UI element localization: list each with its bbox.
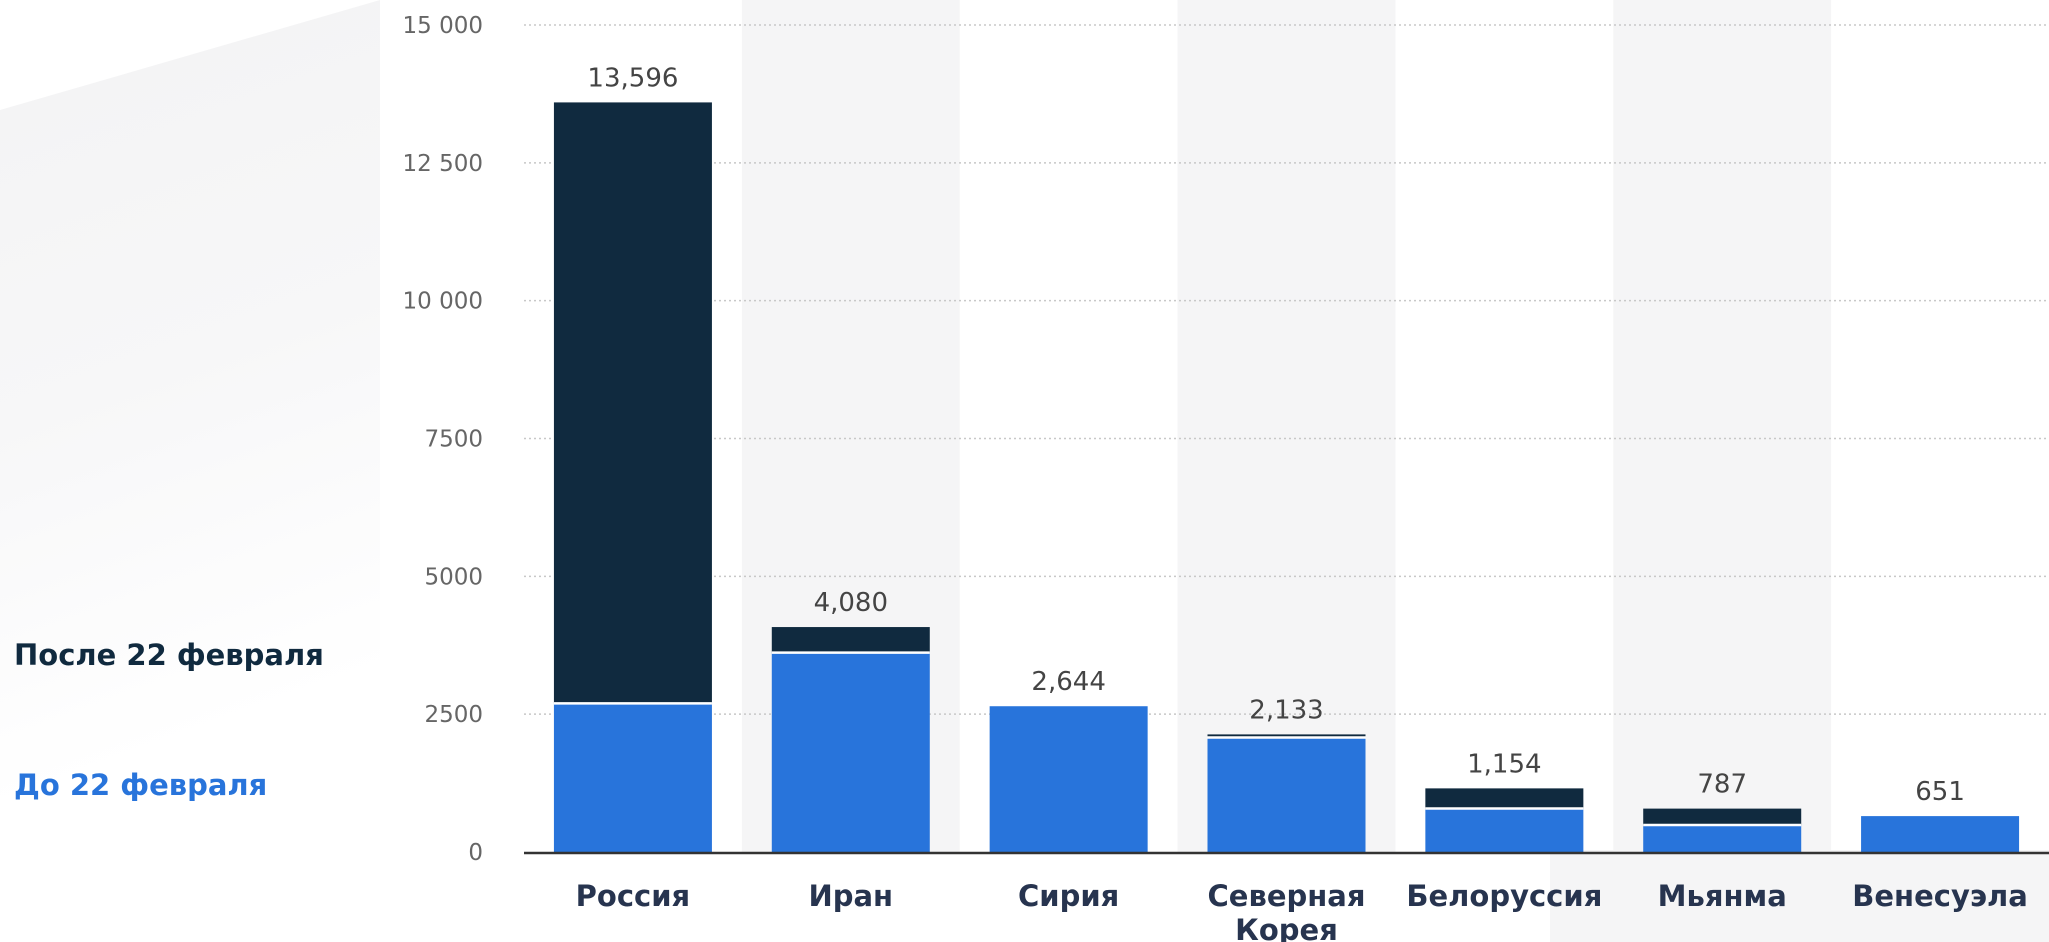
x-category-label: Мьянма — [1658, 879, 1787, 913]
bar-after-22-february — [1643, 808, 1802, 826]
x-category-label: Россия — [576, 879, 691, 913]
category-band — [1613, 0, 1832, 852]
bar-before-22-february — [1861, 816, 2020, 852]
bar-after-22-february — [771, 627, 930, 653]
legend-before: До 22 февраля — [14, 768, 268, 802]
y-tick-label: 10 000 — [403, 289, 483, 315]
bar-after-22-february — [1425, 788, 1584, 809]
bar-before-22-february — [553, 703, 712, 852]
bar-before-22-february — [771, 652, 930, 852]
y-tick-label: 7500 — [424, 427, 483, 453]
legend-after: После 22 февраля — [14, 638, 324, 672]
background-corner — [1550, 850, 2049, 942]
data-label: 4,080 — [814, 588, 888, 618]
bar-after-22-february — [553, 102, 712, 704]
data-label: 787 — [1697, 770, 1747, 800]
data-label: 2,133 — [1249, 695, 1323, 725]
bar-after-22-february — [1207, 734, 1366, 738]
x-category-label: Венесуэла — [1852, 879, 2028, 913]
x-category-label: Сирия — [1018, 879, 1119, 913]
data-label: 13,596 — [587, 63, 678, 93]
y-tick-label: 15 000 — [403, 13, 483, 39]
x-category-label: Белоруссия — [1406, 879, 1602, 913]
data-label: 2,644 — [1031, 667, 1105, 697]
category-band — [1177, 0, 1396, 852]
x-category-label: Северная — [1208, 879, 1366, 913]
x-category-label: Корея — [1235, 913, 1338, 942]
y-tick-label: 5000 — [424, 564, 483, 590]
data-label: 651 — [1915, 777, 1965, 807]
y-tick-label: 12 500 — [403, 151, 483, 177]
background-panel — [0, 0, 380, 942]
x-category-label: Иран — [808, 879, 893, 913]
y-tick-label: 0 — [468, 840, 483, 866]
bar-before-22-february — [1207, 737, 1366, 852]
bar-before-22-february — [1425, 808, 1584, 852]
bar-before-22-february — [1643, 825, 1802, 852]
background-wedge — [0, 0, 380, 110]
data-label: 1,154 — [1467, 749, 1541, 779]
bar-before-22-february — [989, 706, 1148, 852]
y-tick-label: 2500 — [424, 702, 483, 728]
